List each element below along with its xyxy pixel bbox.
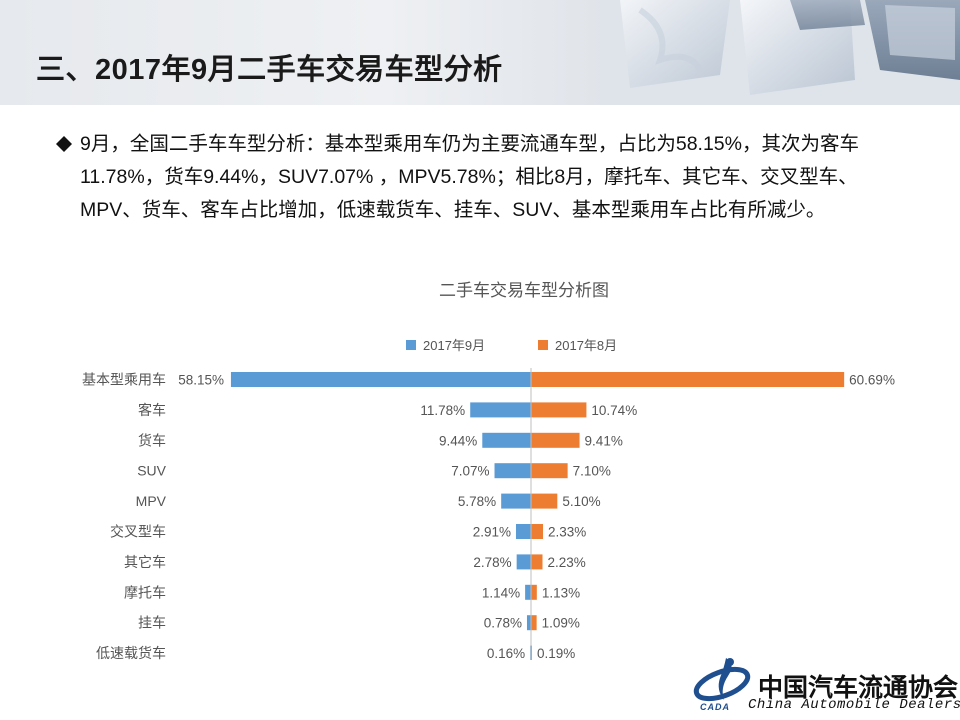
bar-sep-8 <box>525 584 531 600</box>
bar-sep-2 <box>470 402 531 418</box>
legend-swatch-1 <box>406 340 416 350</box>
bar-sep-5 <box>501 493 531 509</box>
data-label-aug-2: 10.74% <box>591 403 637 418</box>
data-label-sep-7: 2.78% <box>473 555 511 570</box>
bar-sep-4 <box>494 463 531 479</box>
bar-sep-1 <box>230 372 532 387</box>
data-label-sep-6: 2.91% <box>473 525 511 540</box>
organization-name-en: China Automobile Dealers <box>748 697 960 713</box>
data-label-sep-4: 7.07% <box>451 464 489 479</box>
data-label-sep-2: 11.78% <box>420 403 465 418</box>
bar-sep-9 <box>526 615 531 631</box>
page-title: 三、2017年9月二手车交易车型分析 <box>36 54 503 86</box>
data-label-aug-4: 7.10% <box>573 464 611 479</box>
data-label-sep-9: 0.78% <box>484 616 522 631</box>
data-label-sep-5: 5.78% <box>458 494 496 509</box>
legend-label-1: 2017年9月 <box>423 338 485 353</box>
legend-swatch-2 <box>538 340 548 350</box>
chart-title: 二手车交易车型分析图 <box>439 281 609 300</box>
bar-aug-2 <box>531 402 587 418</box>
bar-aug-3 <box>531 432 580 448</box>
data-label-sep-3: 9.44% <box>439 433 477 448</box>
data-label-aug-5: 5.10% <box>562 494 600 509</box>
category-label-7: 其它车 <box>124 554 166 570</box>
category-label-3: 货车 <box>138 432 166 448</box>
bar-sep-6 <box>515 524 531 539</box>
data-label-sep-8: 1.14% <box>482 585 520 600</box>
data-label-sep-10: 0.16% <box>487 646 525 660</box>
bar-aug-6 <box>531 524 544 539</box>
header-banner: 三、2017年9月二手车交易车型分析 <box>0 0 960 105</box>
logo-abbreviation: CADA <box>700 702 730 712</box>
data-label-aug-10: 0.19% <box>537 646 575 660</box>
category-label-2: 客车 <box>138 402 166 418</box>
category-label-9: 挂车 <box>138 615 166 631</box>
data-label-aug-1: 60.69% <box>849 373 895 388</box>
bar-aug-8 <box>531 584 537 600</box>
data-label-aug-9: 1.09% <box>542 616 580 631</box>
data-label-aug-6: 2.33% <box>548 525 586 540</box>
summary-paragraph: 9月，全国二手车车型分析：基本型乘用车仍为主要流通车型，占比为58.15%，其次… <box>80 133 859 221</box>
bar-sep-3 <box>482 432 531 448</box>
category-label-4: SUV <box>137 463 166 479</box>
bar-aug-4 <box>531 463 568 479</box>
cada-logo-icon <box>693 658 751 702</box>
legend-label-2: 2017年8月 <box>555 338 617 353</box>
data-label-aug-7: 2.23% <box>548 555 586 570</box>
category-label-8: 摩托车 <box>124 584 166 600</box>
data-label-aug-3: 9.41% <box>585 433 623 448</box>
header-decoration-image <box>600 0 960 105</box>
diamond-bullet-icon <box>56 136 72 152</box>
bar-sep-7 <box>516 554 531 570</box>
organization-name-cn: 中国汽车流通协会 <box>758 673 959 702</box>
data-label-aug-8: 1.13% <box>542 585 580 600</box>
bar-aug-1 <box>531 372 845 387</box>
data-label-sep-1: 58.15% <box>178 373 224 388</box>
category-label-6: 交叉型车 <box>110 524 166 540</box>
category-label-10: 低速载货车 <box>96 645 166 660</box>
category-label-1: 基本型乘用车 <box>82 372 166 388</box>
bar-aug-9 <box>531 615 537 631</box>
bar-aug-5 <box>531 493 558 509</box>
bar-aug-7 <box>531 554 543 570</box>
category-label-5: MPV <box>136 493 167 509</box>
